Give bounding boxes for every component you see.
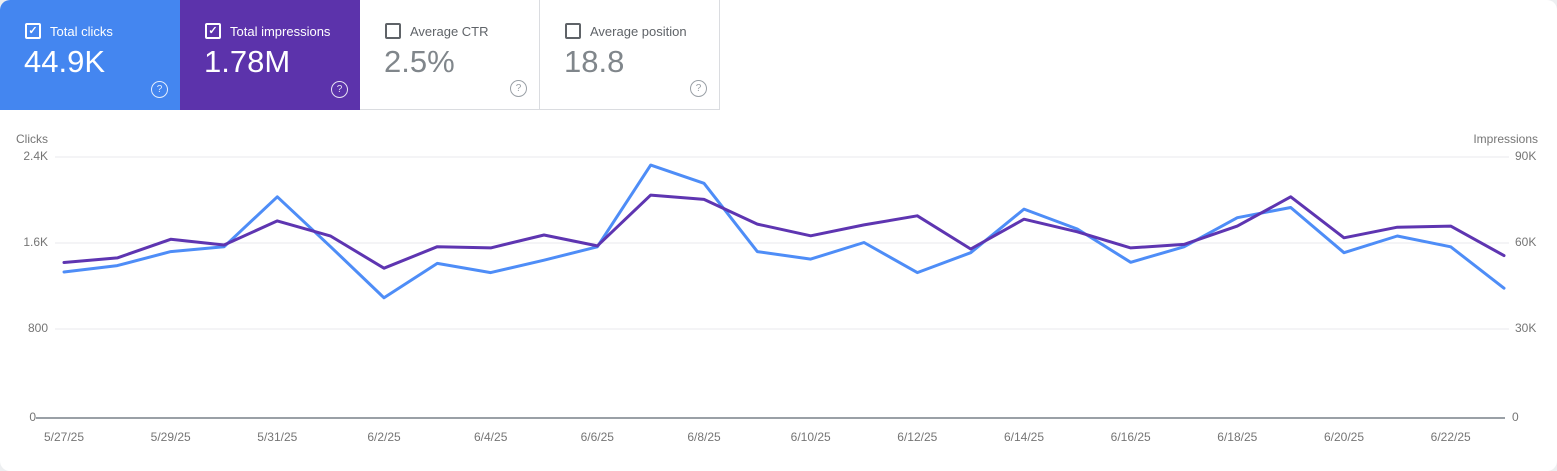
help-icon[interactable]: ? xyxy=(151,81,168,98)
checkbox-checked-icon[interactable]: ✓ xyxy=(205,23,221,39)
x-axis-label: 5/29/25 xyxy=(150,430,191,444)
metric-cards: ✓ Total clicks 44.9K ? ✓ Total impressio… xyxy=(0,0,720,110)
card-header: ✓ Total clicks xyxy=(25,23,113,39)
left-axis-tick: 0 xyxy=(29,410,36,424)
performance-chart: Clicks Impressions 2.4K 1.6K 800 0 90K 60K 30… xyxy=(0,110,1557,471)
card-total-impressions[interactable]: ✓ Total impressions 1.78M ? xyxy=(180,0,360,110)
x-axis-label: 6/22/25 xyxy=(1430,430,1471,444)
right-axis-tick: 0 xyxy=(1512,410,1519,424)
x-axis-label: 6/8/25 xyxy=(687,430,721,444)
card-total-clicks[interactable]: ✓ Total clicks 44.9K ? xyxy=(0,0,180,110)
left-axis-tick: 1.6K xyxy=(23,235,48,249)
x-axis-label: 5/27/25 xyxy=(43,430,85,444)
left-axis-title: Clicks xyxy=(16,132,48,146)
card-value: 2.5% xyxy=(384,44,455,79)
x-axis-label: 5/31/25 xyxy=(257,430,298,444)
x-axis-label: 6/12/25 xyxy=(897,430,938,444)
help-icon[interactable]: ? xyxy=(510,80,527,97)
card-value: 44.9K xyxy=(24,44,106,79)
left-axis-tick: 2.4K xyxy=(23,149,48,163)
right-axis-tick: 30K xyxy=(1515,321,1537,335)
card-label: Total clicks xyxy=(50,23,113,39)
x-axis-label: 6/20/25 xyxy=(1323,430,1365,444)
help-icon[interactable]: ? xyxy=(690,80,707,97)
right-axis-title: Impressions xyxy=(1473,132,1538,146)
card-value: 18.8 xyxy=(564,44,625,79)
card-value: 1.78M xyxy=(204,44,291,79)
right-axis-tick: 90K xyxy=(1515,149,1537,163)
chart-canvas xyxy=(36,156,1509,419)
checkbox-checked-icon[interactable]: ✓ xyxy=(25,23,41,39)
card-header: ✓ Total impressions xyxy=(205,23,330,39)
card-label: Average CTR xyxy=(410,23,489,39)
x-axis-label: 6/2/25 xyxy=(367,430,401,444)
card-label: Average position xyxy=(590,23,687,39)
x-axis-label: 6/10/25 xyxy=(790,430,831,444)
card-average-ctr[interactable]: Average CTR 2.5% ? xyxy=(360,0,540,110)
left-axis-tick: 800 xyxy=(27,321,48,335)
x-axis-label: 6/18/25 xyxy=(1217,430,1258,444)
card-header: Average CTR xyxy=(385,23,489,39)
x-axis-label: 6/6/25 xyxy=(580,430,614,444)
x-axis-label: 6/4/25 xyxy=(474,430,508,444)
card-label: Total impressions xyxy=(230,23,331,39)
series-line-right xyxy=(62,193,1506,270)
x-axis-label: 6/14/25 xyxy=(1003,430,1045,444)
chart-plot-area[interactable] xyxy=(55,150,1509,418)
checkbox-unchecked-icon[interactable] xyxy=(565,23,581,39)
right-axis-tick: 60K xyxy=(1515,235,1537,249)
checkbox-unchecked-icon[interactable] xyxy=(385,23,401,39)
card-header: Average position xyxy=(565,23,687,39)
help-icon[interactable]: ? xyxy=(331,81,348,98)
card-average-position[interactable]: Average position 18.8 ? xyxy=(540,0,720,110)
x-axis-label: 6/16/25 xyxy=(1110,430,1151,444)
